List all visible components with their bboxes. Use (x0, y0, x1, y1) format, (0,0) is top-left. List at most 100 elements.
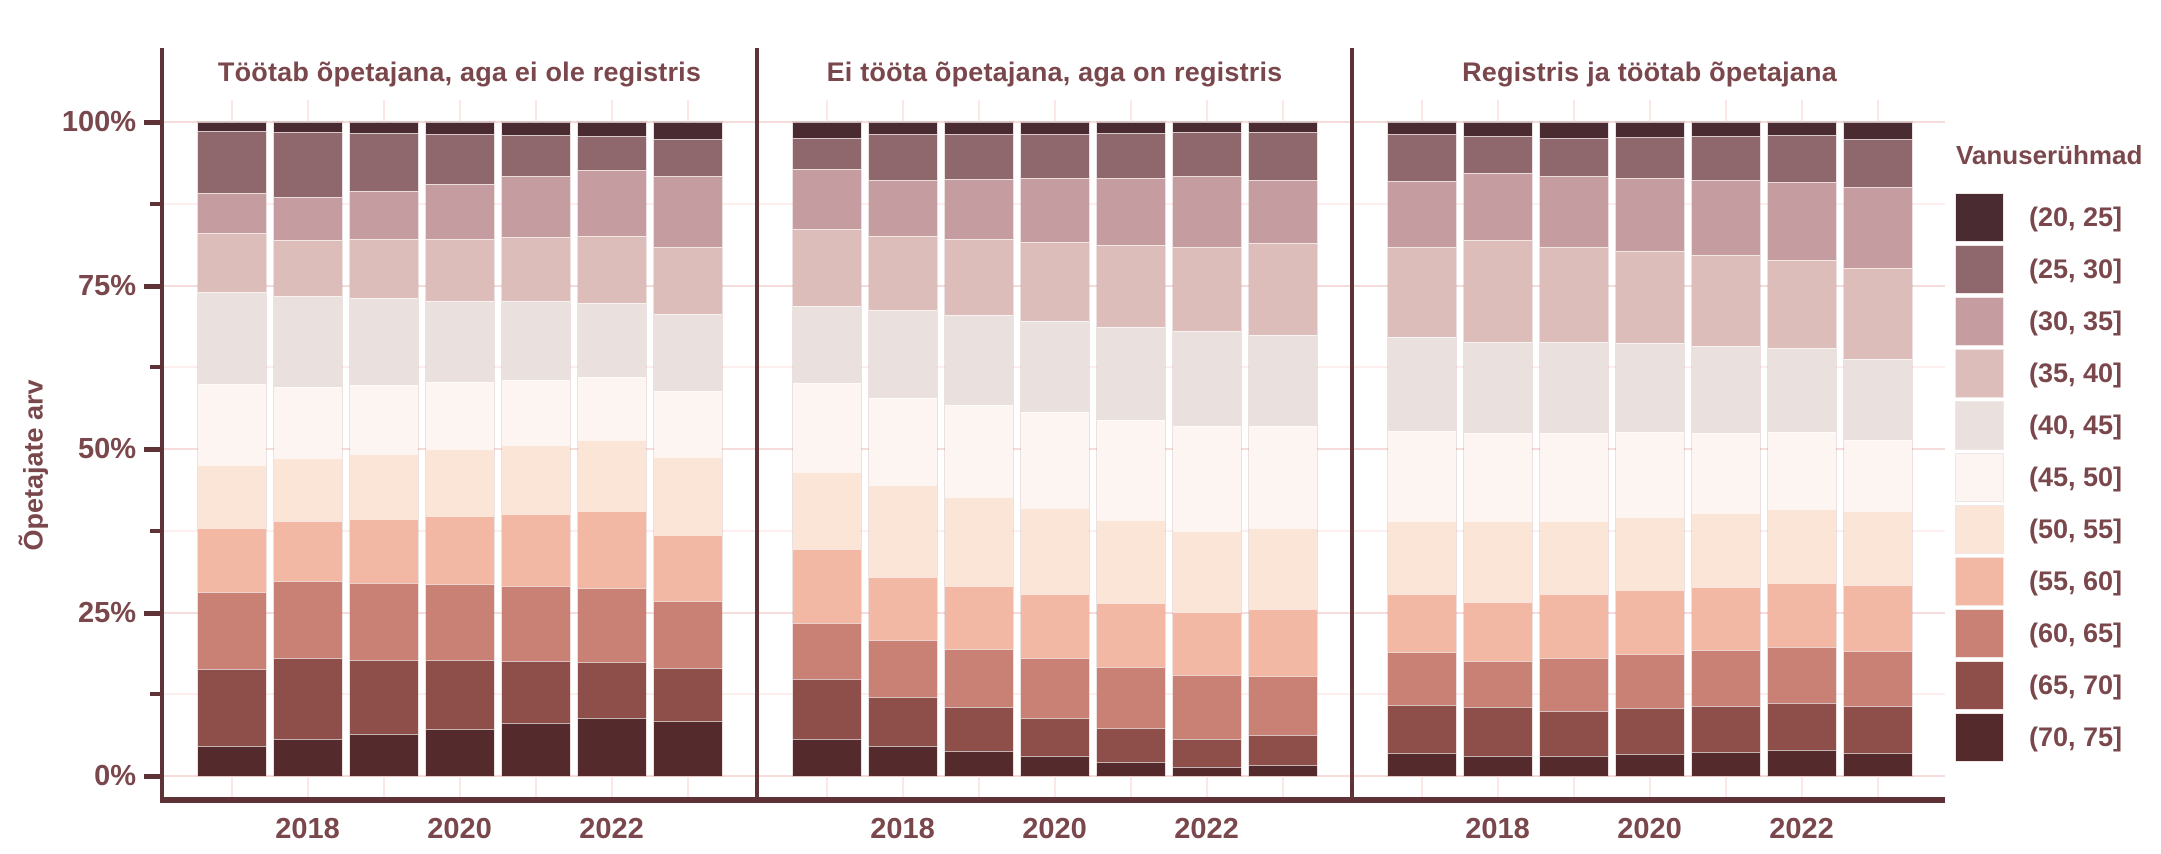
bar-segment (1172, 425, 1241, 531)
bar-segment (197, 383, 266, 465)
bar-segment (653, 122, 722, 139)
bar-segment (1172, 611, 1241, 676)
y-tick-mark (144, 610, 160, 616)
bar-segment (1387, 652, 1456, 705)
bar-segment (1615, 251, 1684, 344)
bar-segment (868, 576, 937, 641)
bar-segment (1539, 137, 1608, 177)
facet-title: Registris ja töötab õpetajana (1462, 57, 1837, 87)
bar-segment (868, 309, 937, 398)
x-tick-slot (1540, 813, 1608, 846)
bar-segment (944, 649, 1013, 708)
bar-segment (1767, 181, 1836, 261)
bar-segment (1387, 593, 1456, 653)
bar-segment (425, 381, 494, 449)
bar-segment (273, 521, 342, 581)
legend-label: (70, 75] (2029, 722, 2123, 752)
bar-segment (868, 122, 937, 135)
bar-segment (1020, 717, 1089, 757)
bar-segment (1248, 131, 1317, 180)
bar-segment (653, 721, 722, 776)
y-minor-tick-mark (150, 528, 160, 533)
legend-label: (35, 40] (2029, 358, 2123, 388)
bar-segment (1096, 666, 1165, 729)
bar-segment (349, 659, 418, 735)
stacked-bar-2019 (1539, 122, 1608, 776)
bar-segment (944, 133, 1013, 179)
bar-segment (273, 239, 342, 296)
legend-item: (55, 60] (1956, 558, 2161, 605)
bar-segment (577, 169, 646, 237)
x-tick-label: 2022 (1769, 813, 1834, 845)
bar-segment (1096, 122, 1165, 134)
x-tick-slot (502, 813, 570, 846)
bar-segment (653, 313, 722, 391)
legend-swatch (1956, 350, 2003, 397)
bar-segment (1020, 178, 1089, 242)
bar-segment (501, 722, 570, 776)
facet-panel-3: Registris ja töötab õpetajana 2018 2020 20… (1350, 48, 1945, 845)
bar-segment (1691, 122, 1760, 136)
legend-swatch (1956, 246, 2003, 293)
bar-segment (501, 586, 570, 661)
bar-segment (1615, 590, 1684, 654)
bar-segment (868, 640, 937, 697)
bar-segment (501, 513, 570, 587)
bar-segment (868, 397, 937, 486)
stacked-bar-2019 (944, 122, 1013, 776)
bar-segment (653, 601, 722, 669)
bar-segment (425, 134, 494, 185)
bar-segment (944, 122, 1013, 134)
legend-label: (55, 60] (2029, 566, 2123, 596)
bar-segment (1463, 520, 1532, 602)
bar-segment (425, 239, 494, 301)
bar-segment (1096, 761, 1165, 776)
bar-segment (1096, 244, 1165, 327)
bar-segment (197, 464, 266, 529)
bar-segment (1691, 432, 1760, 514)
x-tick-label: 2018 (275, 813, 340, 845)
bar-segment (501, 379, 570, 446)
legend-label: (40, 45] (2029, 410, 2123, 440)
bar-segment (1387, 430, 1456, 521)
bar-segment (349, 518, 418, 583)
bar-segment (1615, 707, 1684, 755)
bar-segment (577, 661, 646, 718)
y-minor-tick-mark (150, 692, 160, 697)
x-tick-slot (350, 813, 418, 846)
legend-swatch (1956, 662, 2003, 709)
bar-segment (1248, 179, 1317, 243)
bar-segment (1020, 412, 1089, 508)
bar-segment (577, 236, 646, 303)
bar-segment (349, 190, 418, 240)
bar-segment (868, 696, 937, 746)
bar-segment (1020, 594, 1089, 658)
bar-segment (1767, 646, 1836, 704)
legend-label: (60, 65] (2029, 618, 2123, 648)
y-tick-label: 75% (77, 269, 136, 302)
y-tick-label: 100% (61, 106, 136, 138)
bar-segment (1843, 138, 1912, 187)
legend-item: (30, 35] (1956, 298, 2161, 345)
stacked-bar-2017 (1387, 122, 1456, 776)
bar-segment (425, 584, 494, 661)
stacked-bar-2022 (1172, 122, 1241, 776)
bar-segment (1539, 432, 1608, 521)
bar-segment (944, 404, 1013, 497)
y-tick-mark (144, 447, 160, 452)
bar-segment (1096, 419, 1165, 520)
legend-label: (65, 70] (2029, 670, 2123, 700)
bar-segment (944, 496, 1013, 586)
bar-segment (1691, 255, 1760, 346)
bar-segment (197, 292, 266, 384)
legend-swatch (1956, 610, 2003, 657)
bar-segment (349, 734, 418, 776)
bar-segment (792, 169, 861, 229)
bar-segment (349, 583, 418, 660)
bar-segment (944, 315, 1013, 405)
bar-segment (273, 387, 342, 458)
bar-segment (1539, 520, 1608, 595)
bar-segment (1463, 239, 1532, 342)
legend-item: (25, 30] (1956, 246, 2161, 293)
bar-segment (1843, 440, 1912, 511)
